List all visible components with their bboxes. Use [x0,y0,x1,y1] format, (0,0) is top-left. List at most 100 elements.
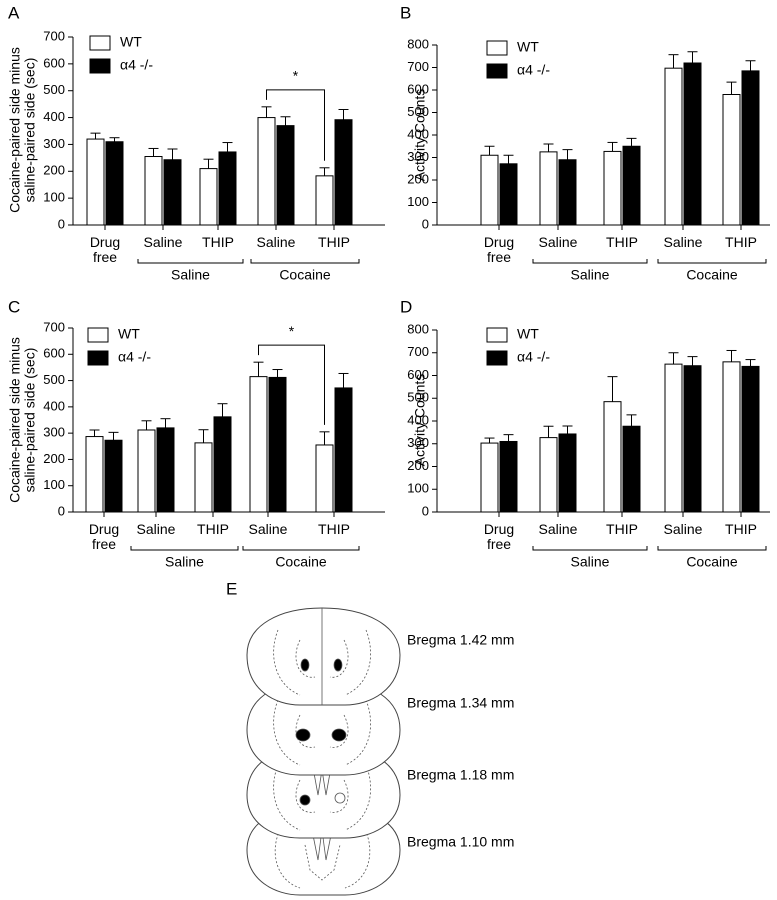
x-tick-label: THIP [202,235,234,250]
y-axis-label: Activity Counts [412,374,428,467]
section-label: Bregma 1.42 mm [407,632,514,648]
x-tick-label-box: Saline [538,235,578,250]
bar [268,376,287,513]
y-tick-label: 500 [43,82,65,97]
legend-label: WT [118,326,140,342]
x-tick-label: Saline [663,522,703,537]
y-tick-label: 100 [43,477,65,492]
bar [722,361,741,513]
legend-label: α4 -/- [118,349,151,365]
x-tick-label-box: Drug free [484,522,514,552]
y-axis-label: saline-paired side (sec) [22,58,38,203]
y-tick-label: 0 [422,216,429,231]
bar [539,151,558,226]
bar [480,154,499,226]
y-tick-label: 600 [407,367,429,382]
bar [163,159,182,226]
group-label: Cocaine [686,267,738,283]
group-label: Cocaine [275,554,327,570]
bar [315,444,334,513]
group-bracket [130,546,239,551]
bar [539,437,558,513]
panel-label: A [8,3,20,22]
bar [199,168,218,226]
y-tick-label: 500 [43,372,65,387]
x-tick-label-box: THIP [197,522,229,537]
y-tick-label: 0 [422,503,429,518]
section-label: Bregma 1.34 mm [407,695,514,711]
bar [105,141,124,226]
bar [499,163,518,226]
x-tick-label: Saline [663,235,703,250]
y-tick-label: 200 [407,171,429,186]
y-tick-label: 300 [43,425,65,440]
section-label: Bregma 1.10 mm [407,834,514,850]
bar [249,376,268,513]
bar [683,365,702,513]
bar [480,442,499,513]
group-bracket [532,546,648,551]
panel-label: D [400,297,412,316]
y-tick-label: 100 [407,481,429,496]
y-tick-label: 400 [407,412,429,427]
bar [603,401,622,513]
bar [334,387,353,513]
x-tick-label: THIP [318,522,350,537]
x-tick-label-box: Drug free [90,235,120,265]
legend-label: WT [120,34,142,50]
group-label: Cocaine [279,267,331,283]
legend-label: α4 -/- [120,57,153,73]
bar [683,62,702,226]
bar [499,440,518,513]
y-tick-label: 500 [407,104,429,119]
panel-label: B [400,3,411,22]
bar [104,439,123,513]
group-label: Saline [571,554,610,570]
bar [86,138,105,226]
legend-label: WT [517,39,539,55]
bar [213,416,232,513]
x-tick-label: THIP [318,235,350,250]
legend-swatch [486,327,508,343]
legend-swatch [87,327,109,343]
x-tick-label-box: Saline [663,522,703,537]
x-tick-label-box: THIP [318,235,350,250]
significance-label: * [293,68,299,84]
x-tick-label: Drug free [88,522,120,552]
x-tick-label-box: THIP [606,522,638,537]
legend-swatch [486,350,508,366]
x-tick-label: Saline [538,235,578,250]
x-tick-label: THIP [606,235,638,250]
x-tick-label-box: Saline [538,522,578,537]
significance-label: * [289,323,295,339]
group-label: Saline [571,267,610,283]
bar [603,150,622,226]
group-bracket [250,259,360,264]
bar [722,94,741,226]
x-tick-label: Saline [538,522,578,537]
panel-label: C [8,297,20,316]
y-tick-label: 600 [43,55,65,70]
x-tick-label: Saline [256,235,296,250]
group-bracket [657,546,767,551]
group-label: Cocaine [686,554,738,570]
significance-bracket [266,89,325,161]
y-tick-label: 600 [43,346,65,361]
brain-sections [246,607,401,896]
x-tick-label-box: Saline [137,522,176,537]
bar [257,117,276,226]
bar [276,125,295,226]
y-tick-label: 600 [407,81,429,96]
bar [156,427,175,513]
x-tick-label: THIP [725,522,757,537]
y-tick-label: 0 [58,503,65,518]
x-tick-label: Saline [248,522,288,537]
y-tick-label: 400 [43,109,65,124]
y-tick-label: 300 [407,435,429,450]
legend-swatch [486,63,508,79]
section-label: Bregma 1.18 mm [407,767,514,783]
y-tick-label: 300 [43,136,65,151]
y-tick-label: 200 [43,451,65,466]
bar [664,67,683,226]
legend-swatch [486,40,508,56]
